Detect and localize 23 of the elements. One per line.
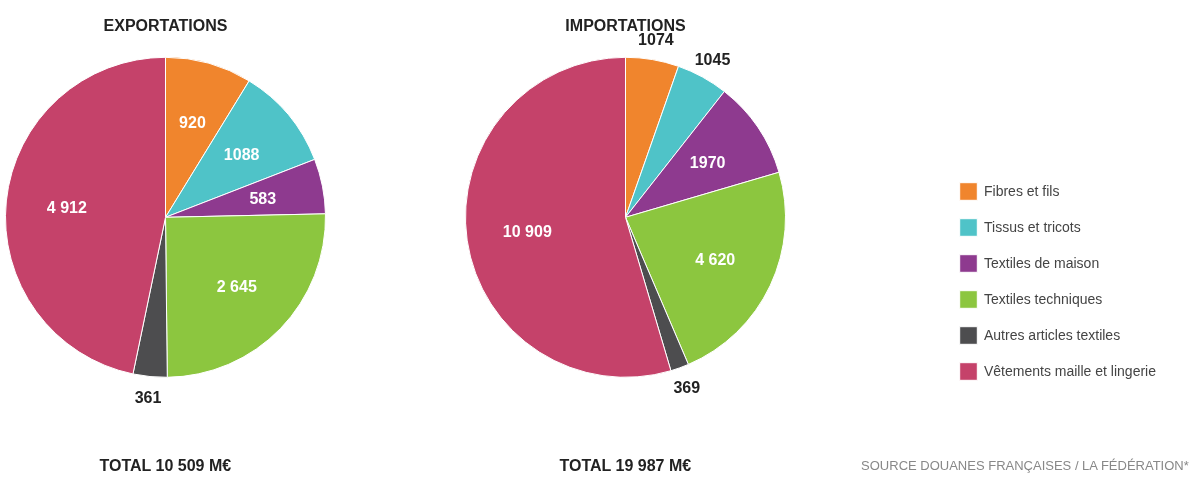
legend-label: Autres articles textiles — [984, 327, 1121, 343]
chart-title: EXPORTATIONS — [103, 16, 228, 34]
legend-label: Textiles de maison — [984, 255, 1100, 271]
legend-label: Vêtements maille et lingerie — [984, 363, 1156, 379]
data-label: 1074 — [638, 31, 674, 49]
text: TOTAL 10 509 M€ — [99, 456, 232, 474]
data-label: 920 — [179, 113, 206, 131]
legend-label: Tissus et tricots — [984, 219, 1081, 235]
source-note: SOURCE DOUANES FRANÇAISES / LA FÉDÉRATION* — [861, 457, 1189, 473]
data-label: 1088 — [223, 145, 260, 163]
data-label: 361 — [134, 389, 162, 407]
data-label: 4 620 — [695, 251, 736, 269]
data-label: 369 — [673, 379, 701, 397]
text: TOTAL 19 987 M€ — [559, 456, 692, 474]
data-label: 10 909 — [502, 223, 552, 241]
legend-label: Textiles techniques — [984, 291, 1103, 307]
legend-label: Fibres et fils — [984, 183, 1060, 199]
data-label: 583 — [249, 189, 277, 207]
data-label: 1045 — [694, 50, 731, 68]
data-label: 4 912 — [46, 198, 87, 216]
data-label: 2 645 — [216, 277, 257, 295]
chart-title: IMPORTATIONS — [565, 16, 686, 34]
data-label: 1970 — [689, 153, 726, 171]
